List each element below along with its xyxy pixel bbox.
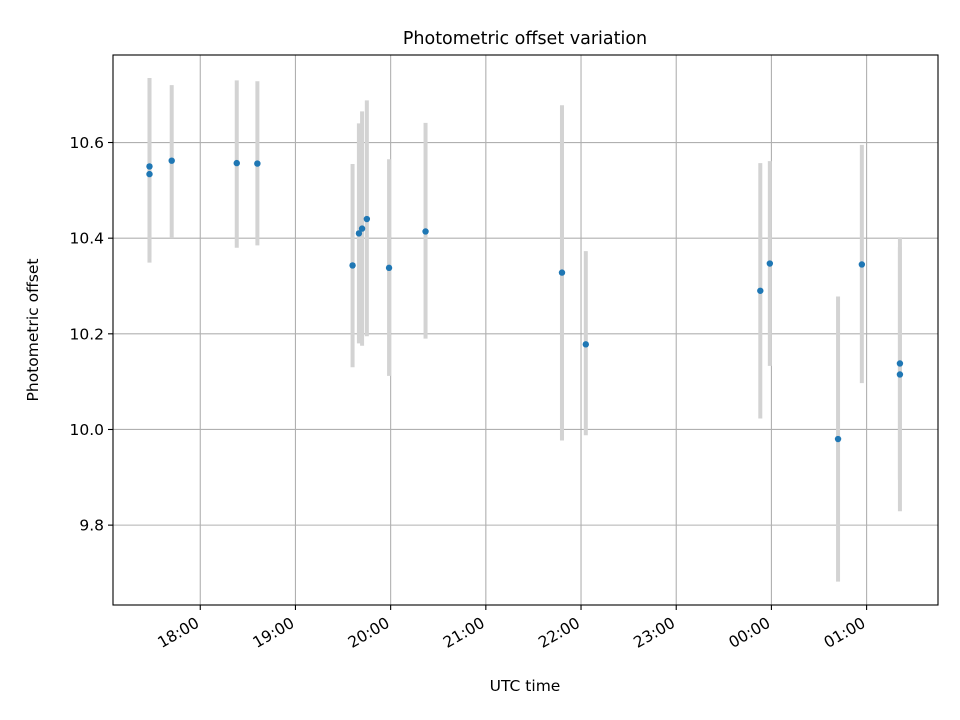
chart-title: Photometric offset variation [403,29,647,49]
y-tick-label: 10.0 [69,421,104,439]
grid [113,55,938,605]
y-tick-label: 10.4 [69,230,104,248]
y-axis: 9.8 10.0 10.2 10.4 10.6 [69,134,113,535]
data-point [858,261,866,268]
data-point [146,163,153,170]
data-point [896,371,904,378]
data-point [146,170,153,178]
data-point [558,269,566,276]
data-point [358,225,366,232]
plot-frame [112,54,939,606]
data-point [168,157,175,164]
data-point [766,260,774,267]
data-point [896,360,904,367]
y-axis-label: Photometric offset [24,259,42,402]
data-point [254,160,261,167]
data-point [363,215,371,223]
y-tick-label: 10.6 [69,134,104,152]
data-point [834,435,842,443]
x-axis-label: UTC time [490,677,561,695]
data-point [349,262,356,269]
data-point [757,287,764,294]
data-point [582,341,589,348]
y-tick-label: 10.2 [69,325,104,343]
y-tick-label: 9.8 [79,517,104,535]
data-point [385,264,393,272]
data-point [355,230,363,237]
data-point [233,159,240,167]
data-point [422,228,429,235]
data-points [146,157,904,443]
